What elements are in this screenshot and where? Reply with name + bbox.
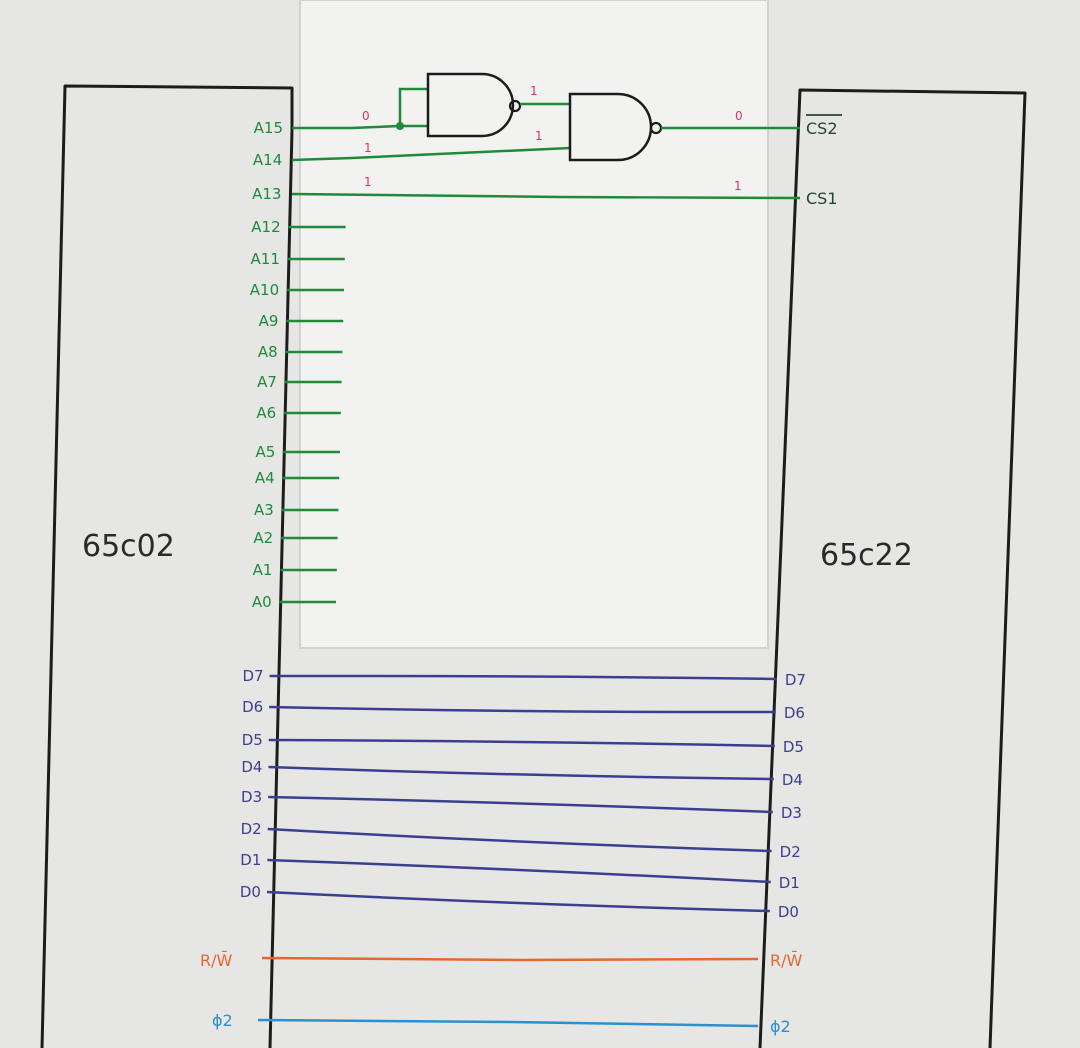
cs1-pin-label: CS1 (806, 189, 838, 208)
address-pin-label-a4: A4 (255, 469, 275, 487)
via-data-pin-label-d3: D3 (781, 804, 802, 822)
paper-sheet-edge (299, 0, 769, 649)
nand-gate-1 (426, 72, 515, 138)
data-line-d5 (268, 738, 775, 748)
data-line-d0 (266, 890, 770, 913)
paper-sheet (300, 0, 768, 648)
address-pin-label-a6: A6 (256, 404, 276, 422)
data-line-d4 (268, 765, 774, 781)
cpu-data-pin-label-d0: D0 (240, 883, 261, 901)
chip-select-logic (291, 72, 801, 200)
cpu-data-pin-label-d2: D2 (241, 820, 262, 838)
via-chip-label: 65c22 (820, 538, 913, 573)
cpu-chip-outline (40, 84, 294, 1048)
address-pin-label-a11: A11 (251, 250, 280, 268)
nand-gate-1-bubble (508, 99, 522, 113)
address-pin-label-a2: A2 (253, 529, 273, 547)
address-pin-label-a8: A8 (258, 343, 278, 361)
cs1-wire (291, 192, 801, 200)
phi2-wire (257, 1018, 759, 1028)
address-pin-label-a0: A0 (252, 593, 272, 611)
address-pin-label-a10: A10 (250, 281, 279, 299)
via-data-pin-label-d0: D0 (778, 903, 799, 921)
cpu-rw-label: R/W̄ (200, 951, 233, 970)
data-line-d1 (267, 858, 771, 884)
via-data-pin-label-d6: D6 (784, 704, 805, 722)
rw-wire (261, 956, 759, 962)
cpu-chip-label: 65c02 (82, 529, 175, 564)
cpu-data-pin-label-d6: D6 (242, 698, 263, 716)
via-data-pin-label-d4: D4 (782, 771, 803, 789)
cpu-data-pin-label-d7: D7 (242, 667, 263, 685)
a13-level: 1 (364, 175, 372, 189)
cpu-data-pin-label-d3: D3 (241, 788, 262, 806)
nand1-out-level: 1 (530, 84, 538, 98)
via-data-pin-labels: D7 D6 D5 D4 D3 D2 D1 D0 (778, 671, 806, 921)
nand1-input-a (398, 87, 428, 126)
cpu-data-pin-labels: D7 D6 D5 D4 D3 D2 D1 D0 (240, 667, 264, 901)
cpu-phi2-label: ϕ2 (212, 1011, 233, 1030)
data-bus (266, 674, 777, 913)
via-data-pin-label-d5: D5 (783, 738, 804, 756)
via-rw-label: R/W̄ (770, 951, 803, 970)
address-pin-label-a15: A15 (254, 119, 283, 137)
via-chip-outline (758, 88, 1027, 1048)
address-bus (279, 225, 346, 604)
cs2-pin-label: CS2 (806, 119, 838, 138)
cpu-data-pin-label-d4: D4 (241, 758, 262, 776)
address-pin-label-a13: A13 (252, 185, 281, 203)
address-pin-label-a1: A1 (253, 561, 273, 579)
address-pin-label-a3: A3 (254, 501, 274, 519)
address-pin-label-a7: A7 (257, 373, 277, 391)
data-line-d3 (268, 795, 773, 814)
cpu-data-pin-label-d5: D5 (242, 731, 263, 749)
data-line-d2 (267, 827, 772, 853)
via-phi2-label: ϕ2 (770, 1017, 791, 1036)
address-pin-label-a9: A9 (259, 312, 279, 330)
via-data-pin-label-d1: D1 (779, 874, 800, 892)
address-pin-labels: A15 A14 A13 A12 A11 A10 A9 A8 A7 A6 A5 A4 A3 A2 A1 A0 (250, 119, 283, 611)
a15-level: 0 (362, 109, 370, 123)
logic-level-annotations: 0 1 1 1 1 0 1 (362, 84, 743, 193)
address-pin-label-a14: A14 (253, 151, 282, 169)
a14-level: 1 (364, 141, 372, 155)
a14-wire (291, 146, 571, 162)
nand2-in-level: 1 (535, 129, 543, 143)
data-line-d7 (269, 674, 777, 681)
address-pin-label-a5: A5 (255, 443, 275, 461)
via-data-pin-label-d7: D7 (785, 671, 806, 689)
cs2-level: 0 (735, 109, 743, 123)
cpu-data-pin-label-d1: D1 (240, 851, 261, 869)
a15-wire (292, 124, 401, 130)
via-data-pin-label-d2: D2 (780, 843, 801, 861)
data-line-d6 (269, 705, 776, 714)
address-pin-label-a12: A12 (251, 218, 280, 236)
cs1-level: 1 (734, 179, 742, 193)
